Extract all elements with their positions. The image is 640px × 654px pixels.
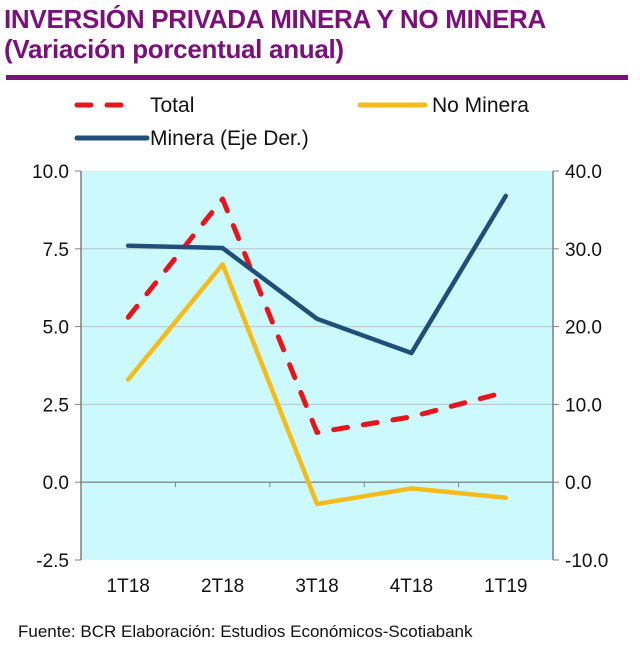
- x-tick-label: 3T18: [295, 576, 338, 597]
- legend-label-minera: Minera (Eje Der.): [150, 127, 309, 150]
- tick-labels: 10.0 7.5 5.0 2.5 0.0 -2.5 40.0 30.0 20.0 10.0 0.0 -…: [32, 162, 608, 597]
- right-tick-label: 0.0: [565, 473, 591, 494]
- legend-label-no-minera: No Minera: [432, 94, 529, 117]
- right-tick-label: 10.0: [565, 395, 602, 416]
- x-tick-label: 2T18: [201, 576, 244, 597]
- axes: [75, 170, 559, 561]
- right-tick-label: 20.0: [565, 318, 602, 339]
- right-tick-label: 40.0: [565, 162, 602, 183]
- left-tick-label: -2.5: [36, 551, 69, 572]
- left-tick-label: 10.0: [32, 162, 69, 183]
- right-tick-label: -10.0: [565, 551, 608, 572]
- chart-title: INVERSIÓN PRIVADA MINERA Y NO MINERA (Va…: [4, 4, 546, 64]
- left-tick-label: 0.0: [43, 473, 69, 494]
- chart-title-main: INVERSIÓN PRIVADA MINERA Y NO MINERA: [4, 4, 547, 34]
- chart-subtitle: (Variación porcentual anual): [4, 34, 344, 64]
- left-tick-label: 2.5: [43, 395, 69, 416]
- legend: Total No Minera Minera (Eje Der.): [74, 94, 529, 150]
- left-tick-label: 5.0: [43, 318, 69, 339]
- x-tick-label: 4T18: [390, 576, 433, 597]
- legend-label-total: Total: [150, 94, 194, 117]
- series-layer: [125, 193, 509, 507]
- legend-item-total: Total: [74, 94, 194, 117]
- legend-item-no-minera: No Minera: [357, 94, 529, 117]
- source-note: Fuente: BCR Elaboración: Estudios Económ…: [18, 622, 473, 641]
- x-tick-label: 1T19: [484, 576, 527, 597]
- series-line-minera-eje-der: [125, 193, 509, 356]
- title-divider: [6, 75, 628, 80]
- legend-item-minera: Minera (Eje Der.): [74, 127, 309, 150]
- right-tick-label: 30.0: [565, 240, 602, 261]
- x-tick-label: 1T18: [107, 576, 150, 597]
- left-tick-label: 7.5: [43, 240, 69, 261]
